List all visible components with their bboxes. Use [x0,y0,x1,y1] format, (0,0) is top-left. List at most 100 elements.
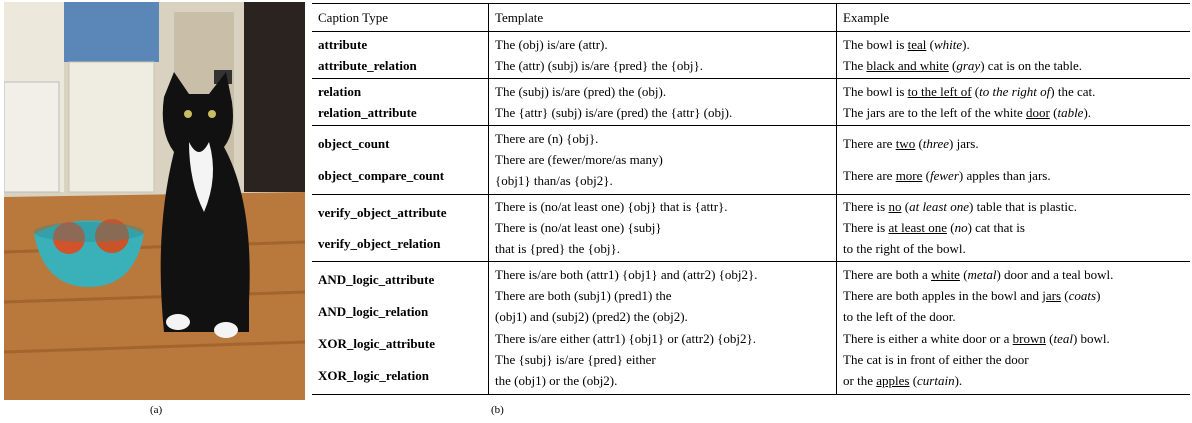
example-segment: ) the cat. [1050,83,1096,99]
example-segment: black and white [866,57,949,73]
type-cell: AND_logic_attribute AND_logic_relation XOR… [312,262,488,394]
template-line: There is/are both (attr1) {obj1} and (at… [495,266,758,282]
example-line: to the left of the door. [843,309,1184,325]
example-segment: metal [967,266,997,282]
example-segment: ) bowl. [1072,330,1110,346]
example-cell: There are both a white (metal) door and … [836,262,1190,394]
example-segment: There is [843,199,889,215]
example-segment: The bowl is [843,83,908,99]
example-segment: ( [922,168,930,183]
example-segment: to the left of the door. [843,309,956,325]
caption-table: Caption Type Template Example attribute a… [312,3,1190,395]
template-line: The (obj) is/are (attr). [495,36,608,52]
example-line: There is either a white door or a brown … [843,331,1184,347]
example-line: The cat is in front of either the door [843,352,1184,368]
template-line: The (subj) is/are (pred) the (obj). [495,83,667,99]
header-row: Caption Type Template Example [312,4,1190,32]
example-line: There are more (fewer) apples than jars. [843,168,1184,184]
header-cell: Template [488,4,836,31]
image-caption: (a) [150,404,163,416]
example-segment: There are [843,136,896,151]
example-line: There is no (at least one) table that is… [843,199,1184,215]
type-cell: verify_object_attribute verify_object_rel… [312,195,488,261]
example-segment: The jars are to the left of the white [843,104,1027,120]
template-line: {obj1} than/as {obj2}. [495,173,613,189]
example-segment: ( [926,36,934,52]
example-line: There are two (three) jars. [843,136,1184,152]
group-row: AND_logic_attribute AND_logic_relation XOR… [312,262,1190,394]
example-segment: ) jars. [949,136,979,151]
example-segment: ). [1083,104,1092,120]
example-segment: ) cat that is [967,219,1025,235]
example-segment: brown [1012,330,1046,346]
template-cell: The (obj) is/are (attr). The (attr) (subj… [488,32,836,78]
template-line: the (obj1) or the (obj2). [495,373,618,389]
example-segment: ) apples than jars. [958,168,1051,183]
caption-type: relation_attribute [318,104,417,120]
example-segment: or the [843,373,877,389]
caption-type: object_compare_count [318,168,445,183]
example-segment: ). [962,36,970,52]
cat-photo [4,2,305,400]
example-segment: ( [1049,104,1058,120]
example-line: The black and white (gray) cat is on the… [843,58,1184,74]
example-cell: There is no ( at least one ) table that is… [836,195,1190,261]
example-segment: door [1026,104,1050,120]
table-caption: (b) [491,404,504,416]
caption-type: object_count [318,136,390,151]
example-segment: There are [843,168,896,183]
caption-type: attribute_relation [318,57,417,73]
example-segment: There are both apples in the bowl and [843,287,1043,303]
template-line: (obj1) and (subj2) (pred2) the (obj2). [495,309,688,325]
template-cell: There are (n) {obj}. There are (fewer/mor… [488,126,836,194]
example-segment: teal [1053,330,1073,346]
example-line: or the apples (curtain). [843,373,1184,389]
example-segment: to the right of [979,83,1051,99]
example-line: There are both apples in the bowl and ja… [843,288,1184,304]
example-segment: There are both a [843,266,932,282]
caption-type: AND_logic_relation [318,304,429,319]
template-line: that is {pred} the {obj}. [495,240,620,256]
template-line: There are (fewer/more/as many) [495,151,663,167]
example-segment: The [843,57,867,73]
example-segment: teal [907,36,927,52]
example-segment: ) cat is on the table. [980,57,1083,73]
group-row: relation relation_attribute The (subj) is/… [312,79,1190,126]
template-line: There is (no/at least one) {subj} [495,219,662,235]
example-segment: ) table that is plastic. [969,199,1077,215]
example-segment: ( [971,83,980,99]
example-segment: ( [948,57,957,73]
example-segment: coats [1068,287,1097,303]
caption-type: relation [318,83,362,99]
example-line: The jars are to the left of the white do… [843,105,1184,121]
example-segment: more [895,168,923,183]
example-segment: ( [1045,330,1054,346]
example-segment: ) door and a teal bowl. [996,266,1114,282]
example-segment: apples [876,373,910,389]
header-cell: Caption Type [318,9,388,25]
example-segment: ( [901,199,910,215]
example-segment: jars [1042,287,1062,303]
caption-type: verify_object_relation [318,235,441,251]
example-segment: ( [959,266,968,282]
example-segment: ( [915,136,923,151]
example-line: The bowl is teal (white). [843,37,1184,53]
example-segment: gray [956,57,981,73]
example-segment: ( [909,373,918,389]
example-segment: ( [1061,287,1069,303]
example-segment: There is [843,219,889,235]
template-line: There is/are either (attr1) {obj1} or (a… [495,330,757,346]
example-segment: white [931,266,960,282]
example-segment: fewer [930,168,959,183]
example-segment: There is either a white door or a [843,330,1013,346]
example-segment: at least one [888,219,947,235]
example-segment: to the right of the bowl. [843,240,966,256]
example-segment: no [888,199,902,215]
caption-type: verify_object_attribute [318,204,447,220]
example-segment: ) [1096,287,1101,303]
example-line: There are both a white (metal) door and … [843,267,1184,283]
template-cell: The (subj) is/are (pred) the (obj). The {… [488,79,836,125]
template-line: The (attr) (subj) is/are {pred} the {obj… [495,57,703,73]
type-cell: relation relation_attribute [312,79,488,125]
